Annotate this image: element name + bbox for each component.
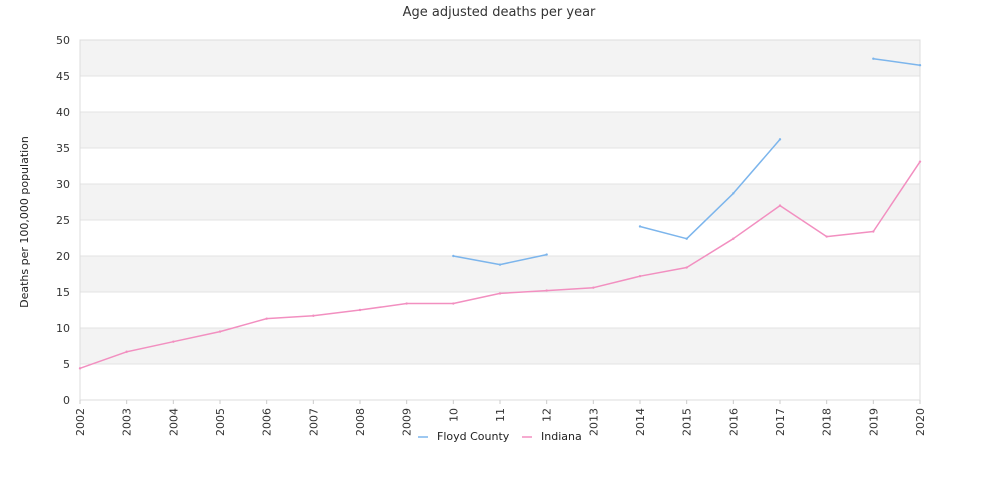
x-tick-label: 2004 (167, 408, 180, 436)
series-line-segment (639, 138, 781, 240)
x-tick-label: 2020 (914, 408, 927, 436)
series-lines (78, 57, 922, 370)
y-tick-label: 30 (56, 178, 70, 191)
data-point (498, 263, 502, 266)
grid-band (80, 184, 920, 220)
x-tick-label: 2019 (867, 408, 880, 436)
data-point (312, 314, 315, 317)
legend-label: Indiana (541, 430, 582, 443)
grid-band (80, 328, 920, 364)
grid-band (80, 112, 920, 148)
x-tick-label: 2002 (74, 408, 87, 436)
grid-band (80, 256, 920, 292)
y-tick-label: 40 (56, 106, 70, 119)
y-tick-label: 45 (56, 70, 70, 83)
data-point (452, 302, 455, 305)
x-axis-ticks: 2002 2003 2004 2005 2006 2007 2008 2009 10 11 12 20… (74, 400, 927, 436)
x-tick-label: 10 (447, 408, 460, 422)
data-point (778, 138, 782, 141)
data-point (638, 225, 642, 228)
data-point (732, 237, 735, 240)
data-point (592, 286, 595, 289)
y-tick-label: 35 (56, 142, 70, 155)
x-tick-label: 2018 (821, 408, 834, 436)
y-axis-ticks: 0 5 10 15 20 25 30 35 40 45 50 (56, 34, 70, 407)
series-floyd-county (452, 57, 922, 266)
data-point (872, 57, 875, 60)
series-line-segment (873, 57, 921, 66)
x-tick-label: 2015 (681, 408, 694, 436)
x-tick-label: 2007 (307, 408, 320, 436)
legend-label: Floyd County (437, 430, 510, 443)
x-tick-label: 2005 (214, 408, 227, 436)
x-tick-label: 2003 (121, 408, 134, 436)
x-tick-label: 2016 (727, 408, 740, 436)
y-tick-label: 0 (63, 394, 70, 407)
chart-title: Age adjusted deaths per year (403, 5, 596, 20)
data-point (358, 308, 362, 312)
data-point (732, 192, 735, 195)
data-point (78, 367, 82, 370)
series-indiana (78, 160, 922, 370)
y-tick-label: 25 (56, 214, 70, 227)
x-tick-label: 11 (494, 408, 507, 422)
data-point (452, 254, 455, 258)
data-point (125, 350, 128, 353)
data-point (685, 266, 688, 269)
data-point (405, 302, 408, 305)
y-tick-label: 20 (56, 250, 70, 263)
x-tick-label: 12 (541, 408, 554, 422)
data-point (218, 330, 222, 333)
grid-band (80, 40, 920, 76)
data-point (778, 204, 782, 207)
data-point (685, 237, 688, 240)
data-point (638, 274, 642, 278)
x-tick-label: 2006 (261, 408, 274, 436)
data-point (498, 292, 502, 295)
x-tick-label: 2017 (774, 408, 787, 436)
data-point (265, 317, 268, 320)
data-point (825, 235, 828, 238)
data-point (545, 253, 548, 256)
x-tick-label: 2008 (354, 408, 367, 436)
legend-item-indiana[interactable]: Indiana (522, 430, 582, 443)
y-tick-label: 10 (56, 322, 70, 335)
data-point (545, 289, 548, 292)
data-point (918, 160, 922, 163)
y-tick-label: 15 (56, 286, 70, 299)
y-axis-label: Deaths per 100,000 population (18, 136, 31, 308)
x-tick-label: 2009 (401, 408, 414, 436)
data-point (172, 340, 175, 343)
x-tick-label: 2013 (587, 408, 600, 436)
data-point (872, 230, 875, 233)
y-tick-label: 50 (56, 34, 70, 47)
x-tick-label: 2014 (634, 408, 647, 436)
legend-item-floyd-county[interactable]: Floyd County (418, 430, 510, 443)
grid-bands (80, 40, 920, 364)
legend: Floyd County Indiana (418, 430, 582, 443)
data-point (918, 63, 922, 67)
y-tick-label: 5 (63, 358, 70, 371)
